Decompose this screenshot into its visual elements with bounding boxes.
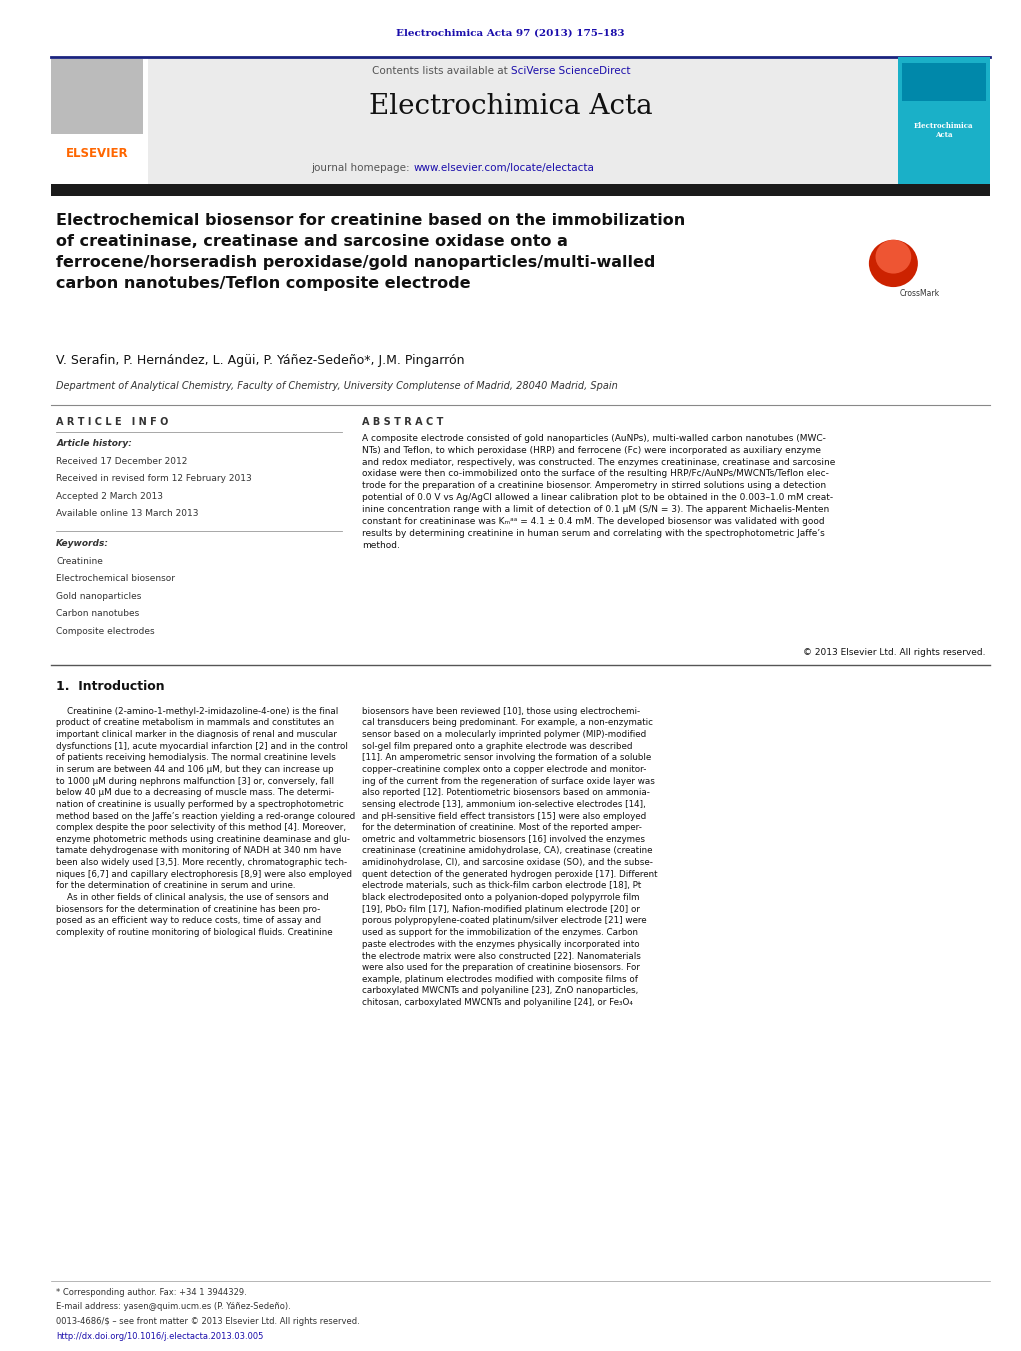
Text: Received 17 December 2012: Received 17 December 2012 [56, 457, 188, 466]
Text: Keywords:: Keywords: [56, 539, 109, 549]
Text: Contents lists available at: Contents lists available at [372, 66, 510, 76]
Text: Department of Analytical Chemistry, Faculty of Chemistry, University Complutense: Department of Analytical Chemistry, Facu… [56, 381, 618, 390]
Text: biosensors have been reviewed [10], those using electrochemi-
cal transducers be: biosensors have been reviewed [10], thos… [362, 707, 658, 1006]
Text: Electrochimica
Acta: Electrochimica Acta [914, 122, 973, 139]
Text: http://dx.doi.org/10.1016/j.electacta.2013.03.005: http://dx.doi.org/10.1016/j.electacta.20… [56, 1332, 263, 1342]
Text: A B S T R A C T: A B S T R A C T [362, 417, 444, 427]
Text: ELSEVIER: ELSEVIER [65, 147, 129, 161]
Text: E-mail address: yasen@quim.ucm.es (P. Yáñez-Sedeño).: E-mail address: yasen@quim.ucm.es (P. Yá… [56, 1302, 291, 1312]
Bar [148, 57, 898, 185]
Text: Accepted 2 March 2013: Accepted 2 March 2013 [56, 492, 163, 501]
Bar [51, 184, 990, 196]
Text: journal homepage:: journal homepage: [311, 163, 414, 173]
Bar [51, 59, 143, 134]
Text: V. Serafin, P. Hernández, L. Agüi, P. Yáñez-Sedeño*, J.M. Pingarrón: V. Serafin, P. Hernández, L. Agüi, P. Yá… [56, 354, 465, 367]
Text: www.elsevier.com/locate/electacta: www.elsevier.com/locate/electacta [414, 163, 594, 173]
Text: Creatinine: Creatinine [56, 557, 103, 566]
Text: Received in revised form 12 February 2013: Received in revised form 12 February 201… [56, 474, 252, 484]
Ellipse shape [869, 240, 918, 286]
Ellipse shape [876, 239, 911, 273]
Text: Electrochimica Acta 97 (2013) 175–183: Electrochimica Acta 97 (2013) 175–183 [396, 28, 625, 38]
Text: Electrochimica Acta: Electrochimica Acta [369, 93, 652, 120]
Text: SciVerse ScienceDirect: SciVerse ScienceDirect [510, 66, 630, 76]
Text: Electrochemical biosensor: Electrochemical biosensor [56, 574, 176, 584]
Text: © 2013 Elsevier Ltd. All rights reserved.: © 2013 Elsevier Ltd. All rights reserved… [803, 648, 985, 658]
Text: Electrochemical biosensor for creatinine based on the immobilization
of creatini: Electrochemical biosensor for creatinine… [56, 213, 685, 292]
Text: Article history:: Article history: [56, 439, 132, 449]
Text: Composite electrodes: Composite electrodes [56, 627, 155, 636]
Text: 1.  Introduction: 1. Introduction [56, 680, 164, 693]
Text: Gold nanoparticles: Gold nanoparticles [56, 592, 142, 601]
Bar [898, 57, 990, 185]
Text: Carbon nanotubes: Carbon nanotubes [56, 609, 140, 619]
Text: A composite electrode consisted of gold nanoparticles (AuNPs), multi-walled carb: A composite electrode consisted of gold … [362, 434, 836, 550]
Text: Available online 13 March 2013: Available online 13 March 2013 [56, 509, 199, 519]
Text: 0013-4686/$ – see front matter © 2013 Elsevier Ltd. All rights reserved.: 0013-4686/$ – see front matter © 2013 El… [56, 1317, 360, 1327]
Text: A R T I C L E   I N F O: A R T I C L E I N F O [56, 417, 168, 427]
Text: Creatinine (2-amino-1-methyl-2-imidazoline-4-one) is the final
product of creati: Creatinine (2-amino-1-methyl-2-imidazoli… [56, 707, 355, 938]
Text: * Corresponding author. Fax: +34 1 3944329.: * Corresponding author. Fax: +34 1 39443… [56, 1288, 247, 1297]
Text: CrossMark: CrossMark [900, 289, 939, 299]
Bar [902, 63, 986, 101]
